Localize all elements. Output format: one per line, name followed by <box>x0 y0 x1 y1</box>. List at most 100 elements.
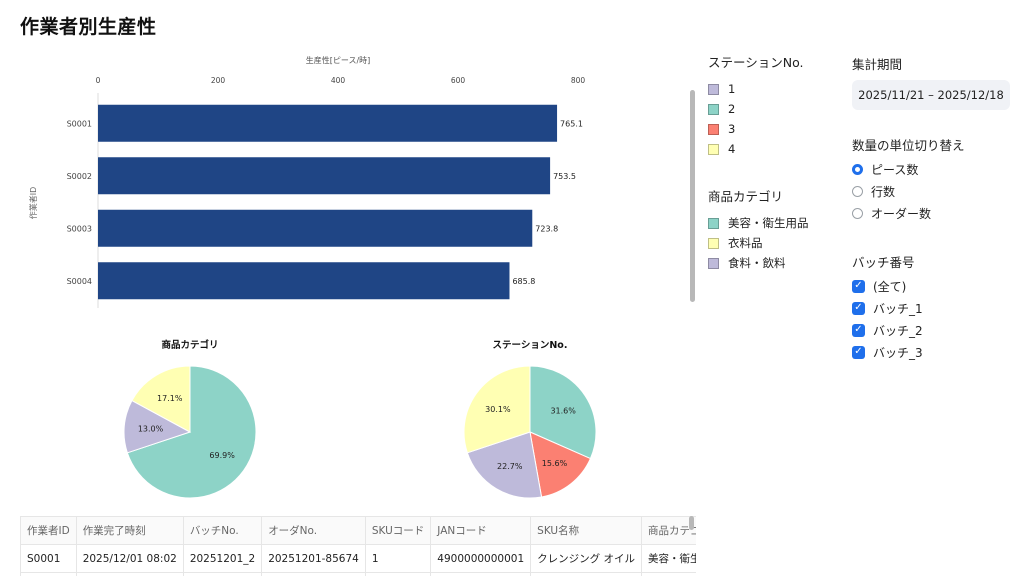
pie-slice-label: 31.6% <box>550 406 576 415</box>
batch-checkbox-option[interactable]: ✓ (全て) <box>852 275 923 297</box>
legend-label: 食料・飲料 <box>728 256 786 270</box>
x-axis-label: 生産性[ピース/時] <box>306 55 371 65</box>
pie-slice-label: 17.1% <box>157 394 183 403</box>
table-row[interactable] <box>20 572 696 576</box>
batch-title: バッチ番号 <box>852 255 915 270</box>
station-legend: ステーションNo. 1 2 3 4 <box>708 52 838 159</box>
checkbox-checked-icon[interactable]: ✓ <box>852 301 865 315</box>
x-tick-label: 400 <box>331 76 346 85</box>
radio-label: オーダー数 <box>871 206 932 221</box>
pie-title: ステーションNo. <box>493 340 568 351</box>
y-tick-label: S0003 <box>67 224 92 233</box>
y-tick-label: S0001 <box>67 119 92 128</box>
table-scrollbar[interactable] <box>689 516 694 530</box>
category-legend-item[interactable]: 食料・飲料 <box>708 253 838 273</box>
pie-slice[interactable] <box>529 431 592 498</box>
category-legend: 商品カテゴリ 美容・衛生用品 衣料品 食料・飲料 <box>708 186 838 273</box>
station-legend-item[interactable]: 3 <box>708 119 838 139</box>
x-tick-label: 600 <box>451 76 466 85</box>
y-tick-label: S0002 <box>67 172 92 181</box>
radio-selected-icon[interactable] <box>852 163 863 175</box>
page-title: 作業者別生産性 <box>20 16 157 38</box>
table-row[interactable]: S0001 2025/12/01 08:02 20251201_2 20251201-… <box>20 544 696 573</box>
pie-slice-label: 22.7% <box>497 462 523 471</box>
legend-swatch <box>708 237 719 249</box>
table-cell <box>75 572 184 576</box>
table-cell <box>641 572 696 576</box>
table-cell: 2025/12/01 08:02 <box>75 544 184 573</box>
legend-swatch <box>708 257 719 269</box>
period-date-range-input[interactable]: 2025/11/21 – 2025/12/18 <box>852 80 1010 110</box>
table-cell: 1 <box>364 544 432 573</box>
legend-swatch <box>708 83 719 95</box>
legend-swatch <box>708 103 719 115</box>
station-legend-item[interactable]: 4 <box>708 139 838 159</box>
legend-label: 1 <box>728 82 736 96</box>
x-tick-label: 200 <box>211 76 226 85</box>
pie-slice[interactable] <box>463 365 531 454</box>
station-pie-chart: ステーションNo. 31.6% 15.6% 22.7% 30.1% <box>463 340 597 499</box>
legend-swatch <box>708 123 719 135</box>
checkbox-label: (全て) <box>873 279 907 294</box>
bar-data-label: 765.1 <box>560 119 583 128</box>
radio-label: 行数 <box>871 184 896 199</box>
batch-checkbox-option[interactable]: ✓ バッチ_2 <box>852 319 923 341</box>
unit-title: 数量の単位切り替え <box>852 138 965 153</box>
table-cell: 20251201_2 <box>182 544 263 573</box>
table-cell <box>530 572 642 576</box>
bar[interactable] <box>98 104 558 142</box>
checkbox-checked-icon[interactable]: ✓ <box>852 279 865 293</box>
category-pie-chart: 商品カテゴリ 69.9% 13.0% 17.1% <box>123 339 257 499</box>
chart-scrollbar[interactable] <box>690 90 695 302</box>
bar[interactable] <box>98 157 551 195</box>
pie-slice[interactable] <box>126 365 257 499</box>
bar[interactable] <box>98 262 510 300</box>
y-axis-label: 作業者ID <box>28 187 38 220</box>
checkbox-checked-icon[interactable]: ✓ <box>852 345 865 359</box>
table-column-header[interactable]: SKU名称 <box>530 516 642 545</box>
unit-radio-option[interactable]: 行数 <box>852 180 931 202</box>
station-legend-title: ステーションNo. <box>708 55 804 70</box>
checkbox-label: バッチ_2 <box>873 323 923 338</box>
table-cell: クレンジング オイル <box>530 544 642 573</box>
productivity-bar-chart: 生産性[ピース/時] 0 200 400 600 800 作業者ID S0001 765.1 S0… <box>28 55 586 308</box>
radio-label: ピース数 <box>871 162 919 177</box>
pie-slice-label: 30.1% <box>485 405 511 414</box>
data-table-container[interactable]: 作業者ID 作業完了時刻 バッチNo. オーダNo. SKUコード JANコード SKU名称… <box>20 516 696 576</box>
unit-radio-group: ピース数行数オーダー数 <box>852 158 931 224</box>
unit-radio-option[interactable]: オーダー数 <box>852 202 931 224</box>
batch-checkbox-option[interactable]: ✓ バッチ_3 <box>852 341 923 363</box>
table-column-header[interactable]: 作業完了時刻 <box>75 516 184 545</box>
data-table: 作業者ID 作業完了時刻 バッチNo. オーダNo. SKUコード JANコード SKU名称… <box>20 516 696 576</box>
table-column-header[interactable]: SKUコード <box>364 516 432 545</box>
pie-slice[interactable] <box>529 365 597 460</box>
table-cell <box>430 572 532 576</box>
legend-label: 美容・衛生用品 <box>728 216 809 230</box>
radio-unselected-icon[interactable] <box>852 207 863 219</box>
batch-checkbox-option[interactable]: ✓ バッチ_1 <box>852 297 923 319</box>
category-legend-item[interactable]: 衣料品 <box>708 233 838 253</box>
table-column-header[interactable]: 作業者ID <box>20 516 77 545</box>
pie-title: 商品カテゴリ <box>161 339 218 351</box>
pie-slice[interactable] <box>466 431 543 499</box>
checkbox-checked-icon[interactable]: ✓ <box>852 323 865 337</box>
station-legend-item[interactable]: 2 <box>708 99 838 119</box>
legend-label: 3 <box>728 122 736 136</box>
category-legend-item[interactable]: 美容・衛生用品 <box>708 213 838 233</box>
radio-unselected-icon[interactable] <box>852 185 863 197</box>
x-tick-label: 800 <box>571 76 586 85</box>
table-cell: S0001 <box>20 544 77 573</box>
bar-data-label: 723.8 <box>535 224 558 233</box>
bar[interactable] <box>98 209 533 247</box>
period-title: 集計期間 <box>852 57 903 72</box>
pie-slice[interactable] <box>131 365 191 433</box>
station-legend-item[interactable]: 1 <box>708 79 838 99</box>
table-column-header[interactable]: バッチNo. <box>182 516 263 545</box>
bar-data-label: 685.8 <box>512 277 535 286</box>
table-column-header[interactable]: オーダNo. <box>261 516 366 545</box>
unit-radio-option[interactable]: ピース数 <box>852 158 931 180</box>
table-cell <box>261 572 366 576</box>
period-value: 2025/11/21 – 2025/12/18 <box>858 88 1004 102</box>
table-column-header[interactable]: 商品カテゴリ <box>641 516 696 545</box>
table-column-header[interactable]: JANコード <box>430 516 532 545</box>
